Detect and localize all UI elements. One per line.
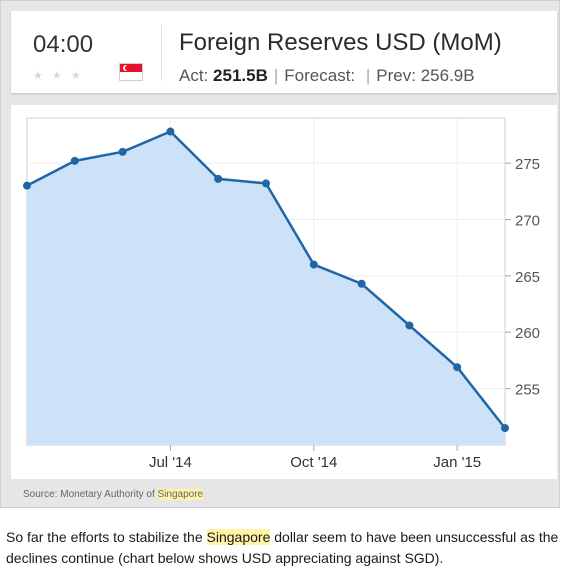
x-tick-label: Jul '14 — [149, 454, 192, 471]
chart-panel: 255 260 265 270 275 Jul '14 Oct '14 Jan '15 — [11, 105, 557, 479]
y-tick-label: 260 — [515, 325, 540, 342]
x-tick-label: Jan '15 — [433, 454, 481, 471]
article-paragraph: So far the efforts to stabilize the Sing… — [6, 527, 576, 569]
indicator-stats: Act: 251.5B | Forecast: | Prev: 256.9B — [179, 66, 475, 86]
y-tick-label: 275 — [515, 156, 540, 173]
stats-separator: | — [273, 66, 279, 85]
chart-source: Source: Monetary Authority of Singapore — [23, 489, 204, 500]
paragraph-highlight: Singapore — [206, 529, 271, 545]
indicator-header: 04:00 ★ ★ ★ Foreign Reserves USD (MoM) A… — [11, 11, 557, 93]
y-tick-label: 265 — [515, 269, 540, 286]
data-point — [309, 260, 318, 269]
actual-value: 251.5B — [213, 66, 268, 85]
previous-value: 256.9B — [420, 66, 475, 85]
data-point — [405, 321, 414, 330]
y-tick-label: 270 — [515, 212, 540, 229]
indicator-title: Foreign Reserves USD (MoM) — [179, 29, 502, 56]
previous-label: Prev: — [376, 66, 416, 85]
indicator-card: 04:00 ★ ★ ★ Foreign Reserves USD (MoM) A… — [0, 0, 560, 508]
y-tick-label: 255 — [515, 382, 540, 399]
importance-stars-icon: ★ ★ ★ — [33, 70, 84, 82]
header-divider — [161, 25, 162, 81]
x-tick-label: Oct '14 — [290, 454, 337, 471]
paragraph-part2: dollar seem to have been unsuccessful as… — [6, 529, 559, 566]
data-point — [214, 174, 223, 183]
data-point — [166, 127, 175, 136]
series-area — [27, 131, 505, 445]
data-point — [357, 279, 366, 288]
source-highlight: Singapore — [157, 489, 204, 500]
stats-separator: | — [365, 66, 371, 85]
forecast-label: Forecast: — [284, 66, 356, 85]
data-point — [501, 424, 509, 433]
reserves-chart: 255 260 265 270 275 Jul '14 Oct '14 Jan '15 — [23, 117, 540, 471]
data-point — [262, 179, 270, 188]
actual-label: Act: — [179, 66, 209, 85]
source-prefix: Source: Monetary Authority of — [23, 489, 158, 500]
data-point — [70, 156, 79, 165]
release-time: 04:00 — [33, 31, 94, 58]
data-point — [23, 181, 31, 190]
data-point — [453, 363, 462, 372]
data-point — [118, 147, 127, 156]
singapore-flag-icon — [119, 63, 143, 81]
paragraph-part1: So far the efforts to stabilize the — [6, 529, 207, 545]
